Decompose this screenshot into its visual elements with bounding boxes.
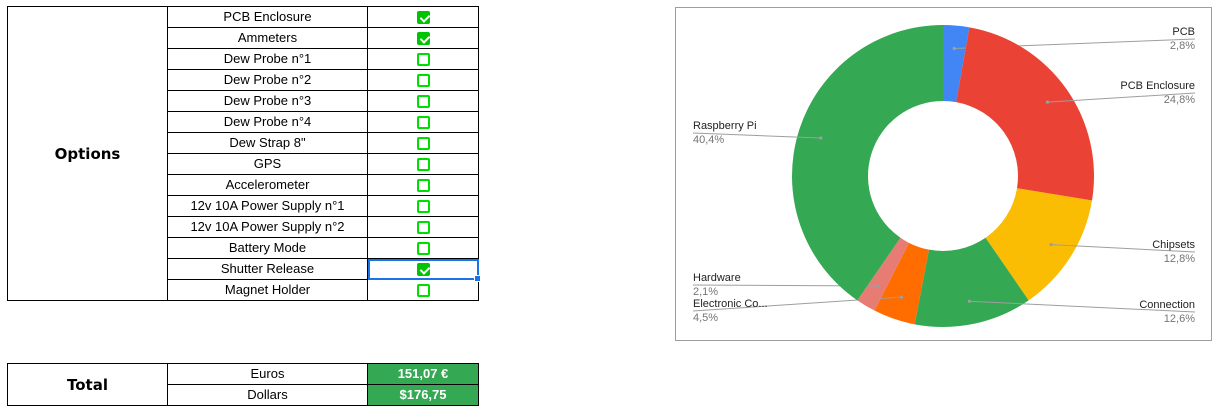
option-checkbox-cell[interactable] <box>367 111 479 133</box>
slice-label: Chipsets <box>1152 239 1195 251</box>
checkbox-unchecked-icon[interactable] <box>416 116 430 130</box>
option-name-cell[interactable]: 12v 10A Power Supply n°1 <box>167 195 368 217</box>
leader-dot <box>899 295 904 299</box>
leader-dot <box>1045 100 1050 104</box>
checkbox-checked-icon[interactable] <box>416 263 430 277</box>
donut-slice[interactable] <box>874 242 929 325</box>
slice-label: Raspberry Pi <box>693 120 757 132</box>
slice-label: Connection <box>1139 299 1195 311</box>
leader-dot <box>967 299 971 303</box>
option-checkbox-cell[interactable] <box>367 216 479 238</box>
currency-name-cell[interactable]: Dollars <box>167 384 368 406</box>
option-name-cell[interactable]: Battery Mode <box>167 237 368 259</box>
slice-percent: 40,4% <box>693 134 724 146</box>
currency-value-cell[interactable]: $176,75 <box>367 384 479 406</box>
checkbox-unchecked-icon[interactable] <box>416 53 430 67</box>
option-checkbox-cell[interactable] <box>367 132 479 154</box>
leader-dot <box>875 284 880 288</box>
option-row: Battery Mode <box>8 237 479 259</box>
leader-dot <box>952 46 956 51</box>
checkbox-unchecked-icon[interactable] <box>416 137 430 151</box>
option-checkbox-cell[interactable] <box>367 279 479 301</box>
option-row: Dew Probe n°1 <box>8 48 479 70</box>
checkbox-unchecked-icon[interactable] <box>416 200 430 214</box>
option-checkbox-cell[interactable] <box>367 258 481 282</box>
donut-slice[interactable] <box>857 237 909 311</box>
total-label[interactable]: Total <box>7 363 168 406</box>
checkbox-checked-icon[interactable] <box>416 32 430 46</box>
donut-slice[interactable] <box>943 25 970 103</box>
leader-line <box>1047 92 1196 103</box>
currency-value-cell[interactable]: 151,07 € <box>367 363 479 385</box>
option-name-cell[interactable]: PCB Enclosure <box>167 6 368 28</box>
checkbox-unchecked-icon[interactable] <box>416 95 430 109</box>
checkbox-checked-icon[interactable] <box>416 11 430 25</box>
option-checkbox-cell[interactable] <box>367 90 479 112</box>
checkbox-unchecked-icon[interactable] <box>416 284 430 298</box>
option-name-cell[interactable]: GPS <box>167 153 368 175</box>
option-name-cell[interactable]: Dew Probe n°2 <box>167 69 368 91</box>
option-name-cell[interactable]: Magnet Holder <box>167 279 368 301</box>
leader-line <box>969 300 1196 313</box>
option-row: Options PCB Enclosure <box>7 6 479 301</box>
donut-chart-svg: PCB 2,8% PCB Enclosure 24,8% Chipsets 12,8% Co… <box>692 25 1196 327</box>
slice-percent: 2,1% <box>693 286 718 298</box>
option-checkbox-cell[interactable] <box>367 195 479 217</box>
option-checkbox-cell[interactable] <box>367 27 479 49</box>
slice-percent: 24,8% <box>1164 94 1195 106</box>
option-row: Shutter Release <box>8 258 481 282</box>
option-name-cell[interactable]: Dew Probe n°1 <box>167 48 368 70</box>
option-row: Accelerometer <box>8 174 479 196</box>
option-row: Dew Probe n°3 <box>8 90 479 112</box>
leader-dot <box>819 136 823 140</box>
slice-label: PCB <box>1172 26 1195 38</box>
checkbox-unchecked-icon[interactable] <box>416 242 430 256</box>
option-name-cell[interactable]: Dew Probe n°3 <box>167 90 368 112</box>
option-checkbox-cell[interactable] <box>367 237 479 259</box>
option-name-cell[interactable]: Shutter Release <box>167 258 368 280</box>
donut-chart[interactable]: PCB 2,8% PCB Enclosure 24,8% Chipsets 12,8% Co… <box>675 7 1212 341</box>
donut-slice[interactable] <box>956 27 1094 201</box>
option-row: Magnet Holder <box>8 279 479 301</box>
slice-label: PCB Enclosure <box>1120 80 1195 92</box>
total-row: Dollars $176,75 <box>8 384 479 406</box>
leader-dot <box>1049 242 1053 247</box>
option-name-cell[interactable]: Ammeters <box>167 27 368 49</box>
options-table: Options PCB Enclosure Ammeters Dew Probe n°… <box>7 6 481 301</box>
options-label[interactable]: Options <box>7 6 168 301</box>
option-name-cell[interactable]: Accelerometer <box>167 174 368 196</box>
checkbox-unchecked-icon[interactable] <box>416 74 430 88</box>
leader-line <box>1051 244 1196 253</box>
checkbox-unchecked-icon[interactable] <box>416 158 430 172</box>
slice-percent: 2,8% <box>1170 40 1195 52</box>
option-checkbox-cell[interactable] <box>367 48 479 70</box>
donut-slice[interactable] <box>985 188 1092 301</box>
slice-percent: 12,6% <box>1164 313 1195 325</box>
checkbox-unchecked-icon[interactable] <box>416 221 430 235</box>
option-name-cell[interactable]: Dew Strap 8" <box>167 132 368 154</box>
leader-line <box>692 132 821 139</box>
option-checkbox-cell[interactable] <box>367 69 479 91</box>
option-row: 12v 10A Power Supply n°1 <box>8 195 479 217</box>
slice-percent: 4,5% <box>693 312 718 324</box>
option-checkbox-cell[interactable] <box>367 153 479 175</box>
option-row: Dew Probe n°2 <box>8 69 479 91</box>
option-name-cell[interactable]: 12v 10A Power Supply n°2 <box>167 216 368 238</box>
option-checkbox-cell[interactable] <box>367 174 479 196</box>
option-row: Dew Strap 8" <box>8 132 479 154</box>
option-name-cell[interactable]: Dew Probe n°4 <box>167 111 368 133</box>
total-row: Total Euros 151,07 € <box>7 363 479 406</box>
option-checkbox-cell[interactable] <box>367 6 479 28</box>
slice-label: Hardware <box>693 272 741 284</box>
slice-percent: 12,8% <box>1164 253 1195 265</box>
total-table: Total Euros 151,07 € Dollars $176,75 <box>7 363 479 406</box>
donut-slice[interactable] <box>792 25 943 301</box>
donut-slice[interactable] <box>914 237 1029 327</box>
slice-label: Electronic Co... <box>693 298 768 310</box>
currency-name-cell[interactable]: Euros <box>167 363 368 385</box>
option-row: Dew Probe n°4 <box>8 111 479 133</box>
option-row: 12v 10A Power Supply n°2 <box>8 216 479 238</box>
checkbox-unchecked-icon[interactable] <box>416 179 430 193</box>
